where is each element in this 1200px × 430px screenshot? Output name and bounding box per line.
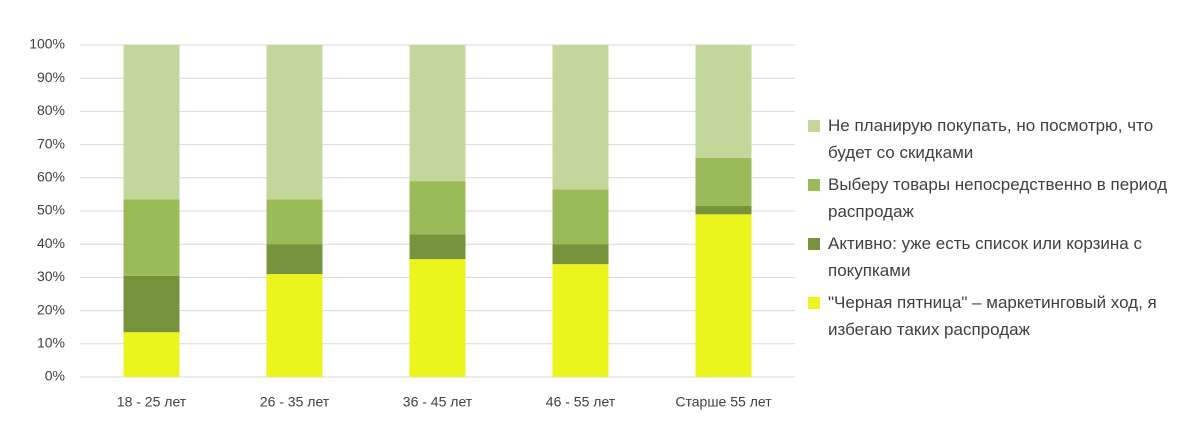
bar-segment: [123, 199, 180, 276]
y-tick-label: 80%: [37, 102, 65, 118]
x-tick-label: 46 - 55 лет: [546, 394, 616, 410]
y-tick-label: 70%: [37, 135, 65, 151]
legend-item: "Черная пятница" – маркетинговый ход, я …: [808, 289, 1193, 343]
x-tick-label: 36 - 45 лет: [403, 394, 473, 410]
bar-segment: [552, 189, 609, 245]
y-tick-label: 90%: [37, 69, 65, 85]
y-tick-label: 10%: [37, 335, 65, 351]
y-tick-label: 30%: [37, 268, 65, 284]
bar-segment: [123, 332, 180, 377]
y-tick-label: 100%: [29, 36, 65, 52]
legend-swatch: [808, 297, 820, 309]
bar-segment: [409, 45, 466, 182]
x-tick-label: Старше 55 лет: [675, 394, 772, 410]
bar-segment: [266, 244, 323, 275]
y-tick-label: 50%: [37, 202, 65, 218]
bar-segment: [552, 45, 609, 190]
legend-label: "Черная пятница" – маркетинговый ход, я …: [828, 293, 1157, 339]
bar-segment: [695, 206, 752, 215]
bar-segment: [266, 199, 323, 245]
bar-segment: [266, 274, 323, 377]
legend-item: Активно: уже есть список или корзина с п…: [808, 230, 1193, 284]
legend-label: Выберу товары непосредственно в период р…: [828, 175, 1168, 221]
bar-segment: [123, 275, 180, 333]
legend-item: Не планирую покупать, но посмотрю, что б…: [808, 112, 1193, 166]
bar-segment: [409, 234, 466, 260]
legend-swatch: [808, 120, 820, 132]
bar-segment: [552, 264, 609, 377]
bar-segment: [695, 214, 752, 377]
bar-segment: [266, 45, 323, 200]
x-tick-label: 18 - 25 лет: [117, 394, 187, 410]
bar-segment: [123, 45, 180, 200]
legend-swatch: [808, 179, 820, 191]
legend: Не планирую покупать, но посмотрю, что б…: [808, 112, 1193, 348]
legend-label: Активно: уже есть список или корзина с п…: [828, 234, 1142, 280]
y-tick-label: 20%: [37, 301, 65, 317]
bar-segment: [695, 157, 752, 207]
legend-swatch: [808, 238, 820, 250]
y-tick-label: 60%: [37, 169, 65, 185]
legend-label: Не планирую покупать, но посмотрю, что б…: [828, 116, 1154, 162]
x-tick-label: 26 - 35 лет: [260, 394, 330, 410]
bar-segment: [409, 259, 466, 377]
bar-segment: [552, 244, 609, 265]
bar-segment: [695, 45, 752, 158]
bar-segment: [409, 181, 466, 235]
y-tick-label: 0%: [45, 368, 65, 384]
legend-item: Выберу товары непосредственно в период р…: [808, 171, 1193, 225]
y-tick-label: 40%: [37, 235, 65, 251]
